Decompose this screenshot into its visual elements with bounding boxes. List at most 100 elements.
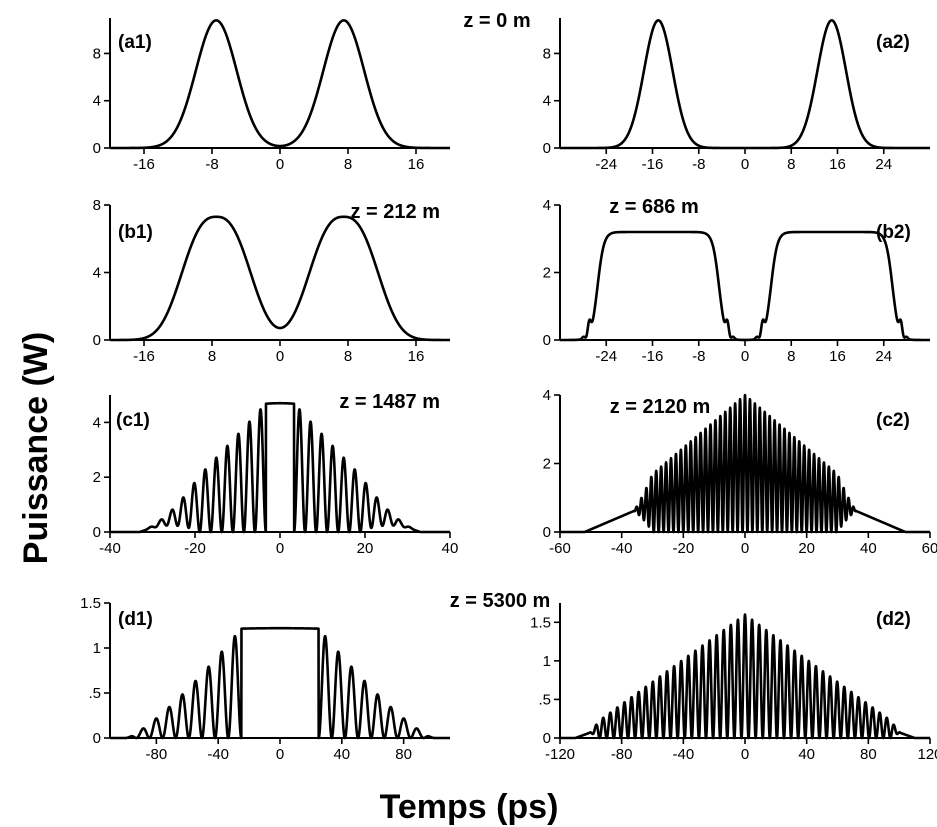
x-tick-label: 8 xyxy=(344,156,352,173)
x-tick-label: -24 xyxy=(595,348,617,365)
chart-panel-c1: -40 -20 0 20 40 0 2 4 (c1) z = 1487 m xyxy=(93,391,459,557)
x-tick-label: 0 xyxy=(276,348,284,365)
x-tick-label: -8 xyxy=(692,156,705,173)
panel-label: (a2) xyxy=(876,32,910,53)
y-tick-label: 0 xyxy=(93,730,101,747)
chart-panel-a1: -16 -8 0 8 16 0 4 8 (a1) z = 0 m xyxy=(93,10,531,173)
x-tick-label: 0 xyxy=(741,540,749,557)
x-tick-label: 24 xyxy=(875,348,892,365)
series-line-c2 xyxy=(558,393,932,534)
y-tick-label: 4 xyxy=(543,197,551,214)
x-tick-label: 0 xyxy=(741,746,749,763)
series-line-a1 xyxy=(108,19,452,150)
x-tick-label: -80 xyxy=(146,746,168,763)
y-tick-label: 0 xyxy=(543,140,551,157)
x-tick-label: -8 xyxy=(205,156,218,173)
panel-label: (a1) xyxy=(118,32,152,53)
x-tick-label: -60 xyxy=(549,540,571,557)
panel-label: (c1) xyxy=(116,410,150,431)
y-tick-label: .5 xyxy=(88,685,101,702)
x-tick-label: 8 xyxy=(208,348,216,365)
y-tick-label: 4 xyxy=(93,414,101,431)
x-tick-label: -40 xyxy=(611,540,633,557)
series-line-b1 xyxy=(108,215,452,342)
x-tick-label: 8 xyxy=(787,348,795,365)
x-tick-label: 80 xyxy=(860,746,877,763)
x-tick-label: -24 xyxy=(595,156,617,173)
y-tick-label: 2 xyxy=(93,469,101,486)
x-tick-label: 0 xyxy=(741,348,749,365)
y-tick-label: 0 xyxy=(543,730,551,747)
x-tick-label: -8 xyxy=(692,348,705,365)
x-tick-label: 80 xyxy=(395,746,412,763)
x-tick-label: -40 xyxy=(207,746,229,763)
chart-panel-b1: -16 8 0 8 16 0 4 8 (b1) z = 212 m xyxy=(93,197,452,365)
panel-label: (d1) xyxy=(118,609,153,630)
y-tick-label: 4 xyxy=(93,265,101,282)
x-tick-label: 8 xyxy=(787,156,795,173)
panel-label: (c2) xyxy=(876,410,910,431)
y-tick-label: 4 xyxy=(93,93,101,110)
x-tick-label: 16 xyxy=(408,156,425,173)
x-tick-label: 60 xyxy=(922,540,937,557)
x-tick-label: -20 xyxy=(672,540,694,557)
x-tick-label: 8 xyxy=(344,348,352,365)
panel-label: (b1) xyxy=(118,222,153,243)
propagation-distance-label: z = 2120 m xyxy=(610,396,711,418)
x-axis-title: Temps (ps) xyxy=(380,788,559,826)
x-tick-label: -16 xyxy=(642,348,664,365)
y-tick-label: 8 xyxy=(543,45,551,62)
x-tick-label: 24 xyxy=(875,156,892,173)
y-tick-label: 8 xyxy=(93,197,101,214)
y-axis-title: Puissance (W) xyxy=(17,332,55,564)
x-tick-label: 40 xyxy=(442,540,459,557)
x-tick-label: 40 xyxy=(333,746,350,763)
propagation-distance-label: z = 686 m xyxy=(609,196,699,218)
y-tick-label: 4 xyxy=(543,387,551,404)
y-tick-label: 0 xyxy=(93,524,101,541)
x-tick-label: 120 xyxy=(917,746,937,763)
chart-panel-d2: -120 -80 -40 0 40 80 120 0 .5 1 1.5 (d2) xyxy=(530,603,937,763)
y-tick-label: 1.5 xyxy=(530,614,551,631)
x-tick-label: -20 xyxy=(184,540,206,557)
x-tick-label: -16 xyxy=(133,156,155,173)
panel-label: (b2) xyxy=(876,222,911,243)
propagation-distance-label: z = 1487 m xyxy=(339,391,440,413)
x-tick-label: 20 xyxy=(357,540,374,557)
x-tick-label: 40 xyxy=(860,540,877,557)
x-tick-label: -40 xyxy=(672,746,694,763)
series-line-d1 xyxy=(108,626,452,740)
propagation-distance-label: z = 0 m xyxy=(463,10,530,32)
panel-label: (d2) xyxy=(876,609,911,630)
x-tick-label: -16 xyxy=(133,348,155,365)
series-line-d2 xyxy=(558,613,932,740)
x-tick-label: -16 xyxy=(642,156,664,173)
y-tick-label: 1.5 xyxy=(80,595,101,612)
chart-panel-d1: -80 -40 0 40 80 0 .5 1 1.5 (d1) z = 5300 m xyxy=(80,590,550,763)
y-tick-label: 8 xyxy=(93,45,101,62)
x-tick-label: 0 xyxy=(741,156,749,173)
x-tick-label: 0 xyxy=(276,156,284,173)
x-tick-label: -120 xyxy=(545,746,575,763)
y-tick-label: 0 xyxy=(543,332,551,349)
y-tick-label: 0 xyxy=(543,524,551,541)
propagation-distance-label: z = 212 m xyxy=(350,201,440,223)
y-tick-label: 1 xyxy=(93,640,101,657)
chart-panel-c2: -60 -40 -20 0 20 40 60 0 2 4 (c2) z = 2120 m xyxy=(543,387,937,557)
x-tick-label: 16 xyxy=(829,348,846,365)
y-tick-label: 2 xyxy=(543,456,551,473)
y-tick-label: 0 xyxy=(93,332,101,349)
propagation-distance-label: z = 5300 m xyxy=(450,590,551,612)
x-tick-label: 20 xyxy=(798,540,815,557)
x-tick-label: 16 xyxy=(408,348,425,365)
series-line-b2 xyxy=(558,230,932,342)
y-tick-label: 2 xyxy=(543,265,551,282)
x-tick-label: 0 xyxy=(276,746,284,763)
x-tick-label: -40 xyxy=(99,540,121,557)
y-tick-label: 0 xyxy=(93,140,101,157)
x-tick-label: 16 xyxy=(829,156,846,173)
chart-panel-a2: -24 -16 -8 0 8 16 24 0 4 8 (a2) xyxy=(543,18,932,173)
